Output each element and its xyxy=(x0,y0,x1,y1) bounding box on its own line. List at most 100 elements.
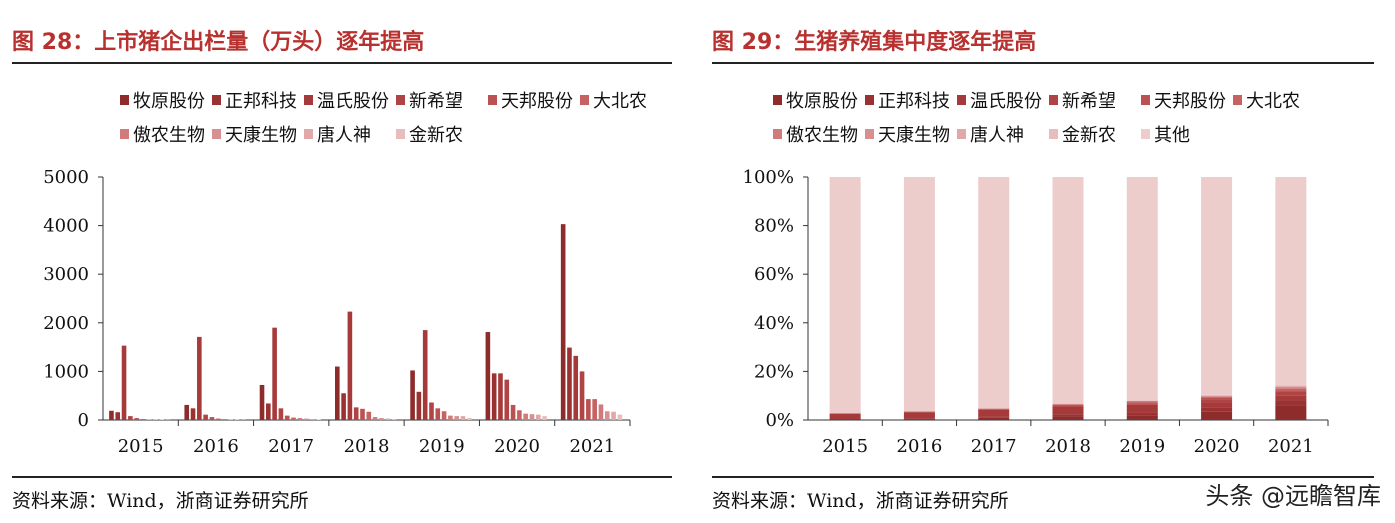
right-source-note: 资料来源：Wind，浙商证券研究所 xyxy=(712,490,1009,512)
stack-segment xyxy=(1275,395,1307,401)
bar-mark xyxy=(115,412,121,420)
bar-mark xyxy=(611,411,616,420)
x-tick-label: 2021 xyxy=(1268,436,1314,457)
bar-mark xyxy=(379,418,384,420)
stack-segment xyxy=(1052,416,1084,420)
bar-mark xyxy=(617,414,623,420)
legend-label: 正邦科技 xyxy=(225,91,297,112)
stack-segment xyxy=(1126,415,1158,420)
bar-mark xyxy=(535,414,541,420)
bar-mark xyxy=(422,330,428,420)
x-tick-label: 2019 xyxy=(1119,436,1165,457)
bar-mark xyxy=(310,419,315,420)
legend-swatch xyxy=(957,95,966,105)
x-tick-label: 2015 xyxy=(822,436,868,457)
stack-segment xyxy=(1201,396,1233,398)
legend-swatch xyxy=(773,129,782,139)
bar-mark xyxy=(372,417,378,420)
x-tick-label: 2019 xyxy=(419,436,465,457)
legend-label: 正邦科技 xyxy=(878,91,950,112)
legend-swatch xyxy=(304,95,313,105)
bar-mark xyxy=(209,417,215,420)
y-tick-label: 2000 xyxy=(43,313,89,334)
bar-mark xyxy=(347,311,353,420)
bar-mark xyxy=(128,416,133,420)
legend-swatch xyxy=(1049,129,1058,139)
y-tick-label: 40% xyxy=(754,313,794,334)
bar-mark xyxy=(197,336,202,420)
legend-swatch xyxy=(304,129,313,139)
stack-segment xyxy=(1126,402,1158,404)
legend-swatch xyxy=(1233,95,1242,105)
legend-label: 温氏股份 xyxy=(317,91,389,112)
stack-segment xyxy=(903,412,935,419)
x-tick-label: 2020 xyxy=(1194,436,1240,457)
stack-segment xyxy=(978,409,1010,410)
bar-mark xyxy=(604,411,610,420)
left-source-note: 资料来源：Wind，浙商证券研究所 xyxy=(12,490,309,512)
legend-swatch xyxy=(120,129,129,139)
x-tick-label: 2017 xyxy=(971,436,1017,457)
bar-mark xyxy=(215,418,221,420)
y-tick-label: 100% xyxy=(743,167,794,188)
bar-mark xyxy=(498,373,503,420)
bar-mark xyxy=(491,373,497,420)
stack-segment xyxy=(1275,400,1307,406)
y-tick-label: 80% xyxy=(754,216,794,237)
bar-mark xyxy=(140,419,146,420)
legend-swatch xyxy=(396,129,405,139)
legend-label: 金新农 xyxy=(1062,125,1116,146)
stack-segment xyxy=(829,177,861,414)
x-tick-label: 2018 xyxy=(344,436,390,457)
legend-label: 傲农生物 xyxy=(133,125,205,146)
bar-mark xyxy=(109,410,114,420)
y-tick-label: 0 xyxy=(78,410,89,431)
legend-label: 天邦股份 xyxy=(501,91,573,112)
bar-mark xyxy=(184,404,190,420)
stack-segment xyxy=(1275,391,1307,396)
stack-segment xyxy=(829,413,861,420)
legend-label: 唐人神 xyxy=(970,125,1024,146)
legend-swatch xyxy=(865,95,874,105)
stack-segment xyxy=(1201,399,1233,403)
bar-mark xyxy=(278,408,284,420)
bar-mark xyxy=(460,416,466,420)
legend-label: 金新农 xyxy=(409,125,463,146)
x-tick-label: 2018 xyxy=(1045,436,1091,457)
stack-segment xyxy=(1126,404,1158,413)
bar-mark xyxy=(341,393,346,420)
y-tick-label: 60% xyxy=(754,264,794,285)
stack-segment xyxy=(978,409,1010,417)
stack-segment xyxy=(1201,397,1233,400)
left-source-rule xyxy=(12,476,672,478)
x-tick-label: 2015 xyxy=(118,436,164,457)
legend-swatch xyxy=(773,95,782,105)
legend-swatch xyxy=(120,95,129,105)
stack-segment xyxy=(978,417,1010,420)
legend-label: 牧原股份 xyxy=(786,91,858,112)
bar-mark xyxy=(353,407,359,420)
bar-mark xyxy=(592,399,597,420)
right-figure-panel: 图 29：生猪养殖集中度逐年提高 牧原股份 正邦科技 温氏股份 新希望 天邦股份 大北农傲… xyxy=(700,0,1395,523)
x-tick-label: 2020 xyxy=(494,436,540,457)
stack-segment xyxy=(903,177,935,412)
stack-segment xyxy=(1275,177,1307,386)
stack-segment xyxy=(1126,412,1158,416)
legend-label: 牧原股份 xyxy=(133,91,205,112)
bar-mark xyxy=(385,418,390,420)
legend-swatch xyxy=(1141,95,1150,105)
stack-segment xyxy=(1126,177,1158,401)
bar-mark xyxy=(203,414,208,420)
stack-segment xyxy=(1052,177,1084,404)
legend-label: 其他 xyxy=(1154,125,1190,146)
y-tick-label: 4000 xyxy=(43,216,89,237)
bar-mark xyxy=(523,413,528,420)
legend-swatch xyxy=(957,129,966,139)
stack-segment xyxy=(1052,406,1084,415)
stack-segment xyxy=(1052,414,1084,417)
bar-mark xyxy=(259,385,265,420)
bar-mark xyxy=(586,399,591,420)
bar-mark xyxy=(429,402,434,420)
